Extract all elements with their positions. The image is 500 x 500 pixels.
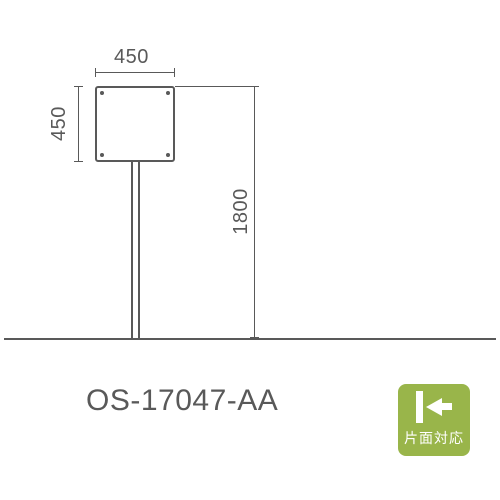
dim-label-panel-height: 450	[48, 106, 71, 141]
dim-label-total-height: 1800	[230, 188, 253, 235]
badge-graphic	[398, 390, 470, 424]
dim-line-right	[254, 86, 255, 338]
dim-tick	[95, 68, 96, 77]
dim-tick	[174, 68, 175, 77]
badge-arrow-icon	[426, 398, 442, 416]
dim-label-width: 450	[114, 46, 149, 69]
dim-line-left	[78, 86, 79, 162]
corner-dot	[166, 153, 170, 157]
sign-panel	[95, 86, 175, 162]
badge-arrow-stem	[442, 403, 452, 410]
product-code: OS-17047-AA	[86, 384, 278, 418]
dim-tick	[250, 337, 259, 338]
sign-pole-2	[138, 162, 140, 338]
dim-line-top	[95, 72, 175, 73]
single-side-badge: 片面対応	[398, 384, 470, 456]
dim-tick	[74, 161, 83, 162]
corner-dot	[100, 91, 104, 95]
badge-bar-icon	[416, 391, 423, 423]
ground-line	[4, 338, 496, 340]
corner-dot	[166, 91, 170, 95]
diagram-canvas: 450 450 1800 OS-17047-AA 片面対応	[0, 0, 500, 500]
dim-tick	[74, 86, 83, 87]
sign-pole	[131, 162, 133, 338]
corner-dot	[100, 153, 104, 157]
dim-ext-line	[175, 86, 255, 87]
badge-label: 片面対応	[398, 428, 470, 448]
